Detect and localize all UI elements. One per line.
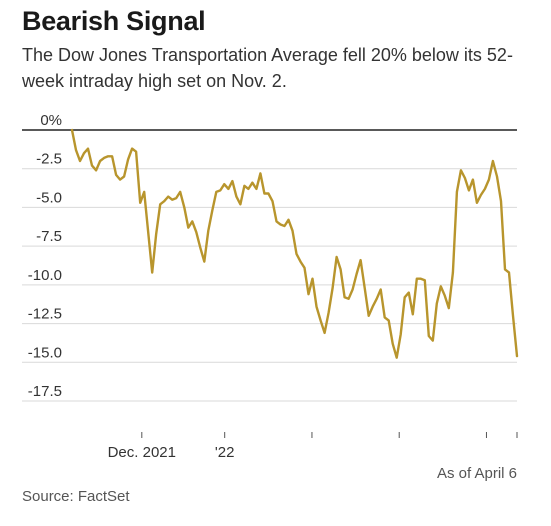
series-line [70, 128, 519, 359]
x-tick-label: '22 [215, 444, 235, 461]
x-tick-marks [141, 432, 518, 438]
as-of-note: As of April 6 [436, 465, 517, 482]
y-tick-label: -2.5 [36, 151, 62, 168]
chart-title: Bearish Signal [22, 6, 206, 36]
y-tick-label: -7.5 [36, 228, 62, 245]
y-tick-label: -5.0 [36, 189, 62, 206]
y-tick-label: -15.0 [28, 344, 62, 361]
y-tick-label: -10.0 [28, 267, 62, 284]
y-tick-label: -12.5 [28, 306, 62, 323]
source-note: Source: FactSet [22, 488, 130, 505]
gridlines [22, 129, 517, 402]
y-tick-label: -17.5 [28, 383, 62, 400]
y-tick-label: 0% [40, 112, 62, 129]
y-tick-labels: 0% -2.5 -5.0 -7.5 -10.0 -12.5 -15.0 -17.5 [28, 112, 62, 400]
x-tick-labels: Dec. 2021 '22 [108, 444, 235, 461]
chart-subtitle: The Dow Jones Transportation Average fel… [22, 45, 513, 91]
x-tick-label: Dec. 2021 [108, 444, 176, 461]
series-layer [70, 128, 519, 359]
